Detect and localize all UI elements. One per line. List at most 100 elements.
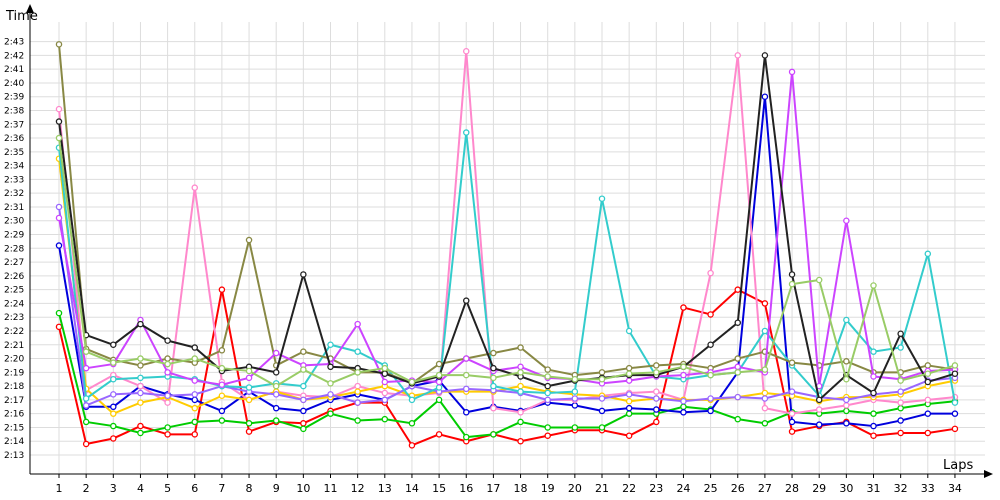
data-point: [625, 370, 633, 377]
data-point: [300, 382, 307, 390]
data-point: [734, 369, 742, 376]
x-tick-label: 15: [432, 482, 446, 495]
y-tick-label: 2:38: [4, 107, 24, 117]
x-tick-label: 11: [324, 482, 338, 495]
data-point: [55, 203, 63, 211]
y-tick-label: 2:28: [4, 244, 24, 254]
y-tick-label: 2:21: [4, 341, 24, 351]
x-tick-label: 2: [83, 482, 90, 495]
data-point: [300, 420, 307, 427]
data-point: [327, 410, 334, 417]
data-point: [843, 402, 850, 409]
data-point: [897, 417, 904, 424]
data-point: [164, 369, 171, 376]
series-line: [58, 95, 955, 428]
data-point: [870, 348, 877, 355]
data-point: [517, 363, 524, 371]
data-point: [815, 276, 823, 284]
x-tick-label: 28: [785, 482, 799, 495]
data-point: [462, 371, 470, 379]
data-point: [191, 418, 198, 426]
data-point: [137, 399, 144, 406]
x-tick-label: 16: [459, 482, 473, 495]
data-point: [354, 320, 361, 328]
data-point: [571, 375, 579, 383]
data-point: [462, 47, 470, 55]
data-point: [843, 396, 850, 404]
data-point: [191, 431, 198, 438]
y-tick-label: 2:13: [4, 451, 24, 461]
data-point: [354, 382, 361, 390]
data-point: [870, 410, 877, 417]
data-point: [517, 344, 524, 351]
data-point: [598, 395, 606, 402]
data-point: [137, 355, 144, 362]
data-point: [245, 236, 253, 244]
y-tick-label: 2:27: [4, 258, 24, 268]
data-point: [734, 355, 742, 362]
data-point: [327, 391, 334, 398]
data-point: [707, 395, 714, 402]
data-point: [788, 271, 796, 278]
y-tick-label: 2:17: [4, 396, 24, 406]
data-point: [272, 369, 280, 376]
data-point: [354, 417, 361, 424]
data-point: [272, 382, 280, 390]
data-point: [218, 364, 226, 372]
y-tick-label: 2:42: [4, 51, 24, 61]
data-point: [55, 134, 63, 142]
x-tick-label: 25: [704, 482, 718, 495]
data-point: [653, 362, 660, 369]
x-tick-label: 31: [867, 482, 881, 495]
x-tick-label: 8: [246, 482, 253, 495]
y-tick-label: 2:35: [4, 148, 24, 158]
data-point: [82, 440, 90, 448]
data-point: [327, 341, 334, 349]
data-point: [354, 348, 361, 355]
data-point: [137, 422, 144, 430]
data-point: [381, 396, 389, 404]
data-point: [110, 359, 117, 366]
data-point: [191, 377, 198, 384]
series-line: [58, 137, 956, 388]
y-axis-title: Time: [5, 9, 38, 24]
data-point: [707, 269, 714, 277]
y-tick-label: 2:43: [4, 38, 24, 48]
y-tick-label: 2:22: [4, 327, 24, 337]
data-point: [680, 409, 687, 416]
data-point: [924, 250, 932, 258]
data-point: [761, 420, 769, 427]
data-point: [761, 389, 769, 397]
data-point: [462, 297, 470, 304]
data-point: [300, 348, 307, 355]
data-point: [381, 378, 389, 386]
data-point: [82, 348, 90, 355]
series-9: [55, 68, 959, 390]
data-point: [788, 418, 796, 426]
data-point: [110, 410, 117, 417]
data-point: [490, 349, 497, 357]
data-point: [680, 304, 687, 311]
data-point: [598, 424, 606, 431]
data-point: [245, 367, 253, 375]
data-point: [272, 391, 280, 398]
data-point: [761, 327, 769, 335]
data-point: [870, 373, 877, 380]
data-point: [788, 359, 796, 366]
data-point: [788, 428, 796, 435]
data-point: [435, 371, 443, 379]
data-point: [517, 437, 524, 445]
data-point: [435, 396, 443, 404]
data-point: [680, 403, 687, 411]
data-point: [55, 242, 63, 249]
data-point: [218, 392, 226, 399]
data-point: [490, 382, 497, 390]
data-point: [625, 398, 633, 405]
series-6: [55, 203, 959, 409]
data-point: [924, 410, 932, 417]
data-point: [734, 286, 742, 293]
data-point: [625, 391, 633, 398]
data-point: [191, 396, 198, 404]
data-point: [517, 382, 524, 390]
